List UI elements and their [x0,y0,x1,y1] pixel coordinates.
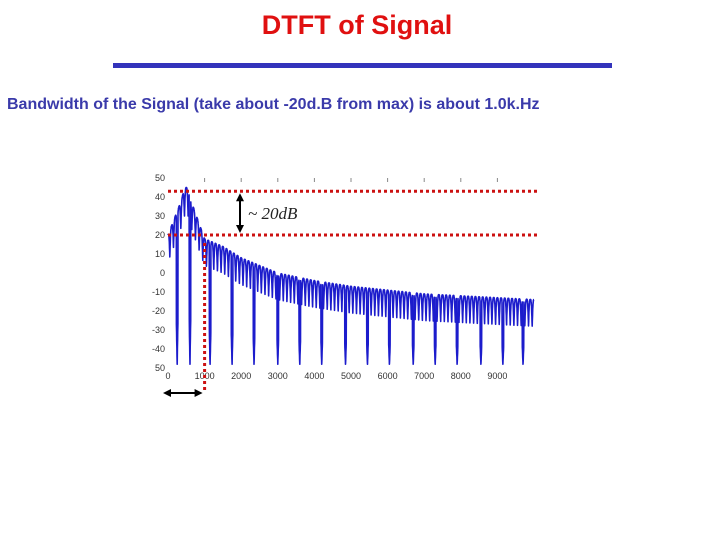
y-tick-label: -40 [152,344,165,354]
x-tick-label: 3000 [268,371,288,381]
x-tick-label: 2000 [231,371,251,381]
x-tick-label: 4000 [304,371,324,381]
slide-subtitle: Bandwidth of the Signal (take about -20d… [7,96,540,113]
bandwidth-arrow-head-left [163,389,171,397]
x-tick-label: 7000 [414,371,434,381]
reference-lines [163,189,537,397]
y-tick-label: 40 [155,192,165,202]
x-tick-label: 5000 [341,371,361,381]
db-annotation-label: ~ 20dB [248,204,298,223]
db-arrow-head-up [236,193,244,202]
y-tick-label: 50 [155,173,165,183]
title-underline [113,63,612,68]
slide-title: DTFT of Signal [261,10,453,40]
y-tick-label: 30 [155,211,165,221]
y-tick-label: -10 [152,287,165,297]
spectrum-line [167,186,535,365]
y-tick-label: -20 [152,306,165,316]
top-axis-ticks [204,178,498,182]
y-tick-label: 50 [155,363,165,373]
y-tick-label: 20 [155,230,165,240]
x-tick-label: 0 [165,371,170,381]
y-tick-label: 0 [160,268,165,278]
x-tick-label: 8000 [451,371,471,381]
y-tick-label: 10 [155,249,165,259]
x-tick-label: 6000 [378,371,398,381]
y-axis-ticks: 50 40 30 20 10 0 -10 -20 -30 -40 50 [152,173,165,373]
bandwidth-arrow-head-right [194,389,203,397]
y-tick-label: -30 [152,325,165,335]
x-axis-ticks: 0100020003000400050006000700080009000 [165,371,507,381]
db-arrow-head-down [236,225,244,233]
x-tick-label: 9000 [487,371,507,381]
